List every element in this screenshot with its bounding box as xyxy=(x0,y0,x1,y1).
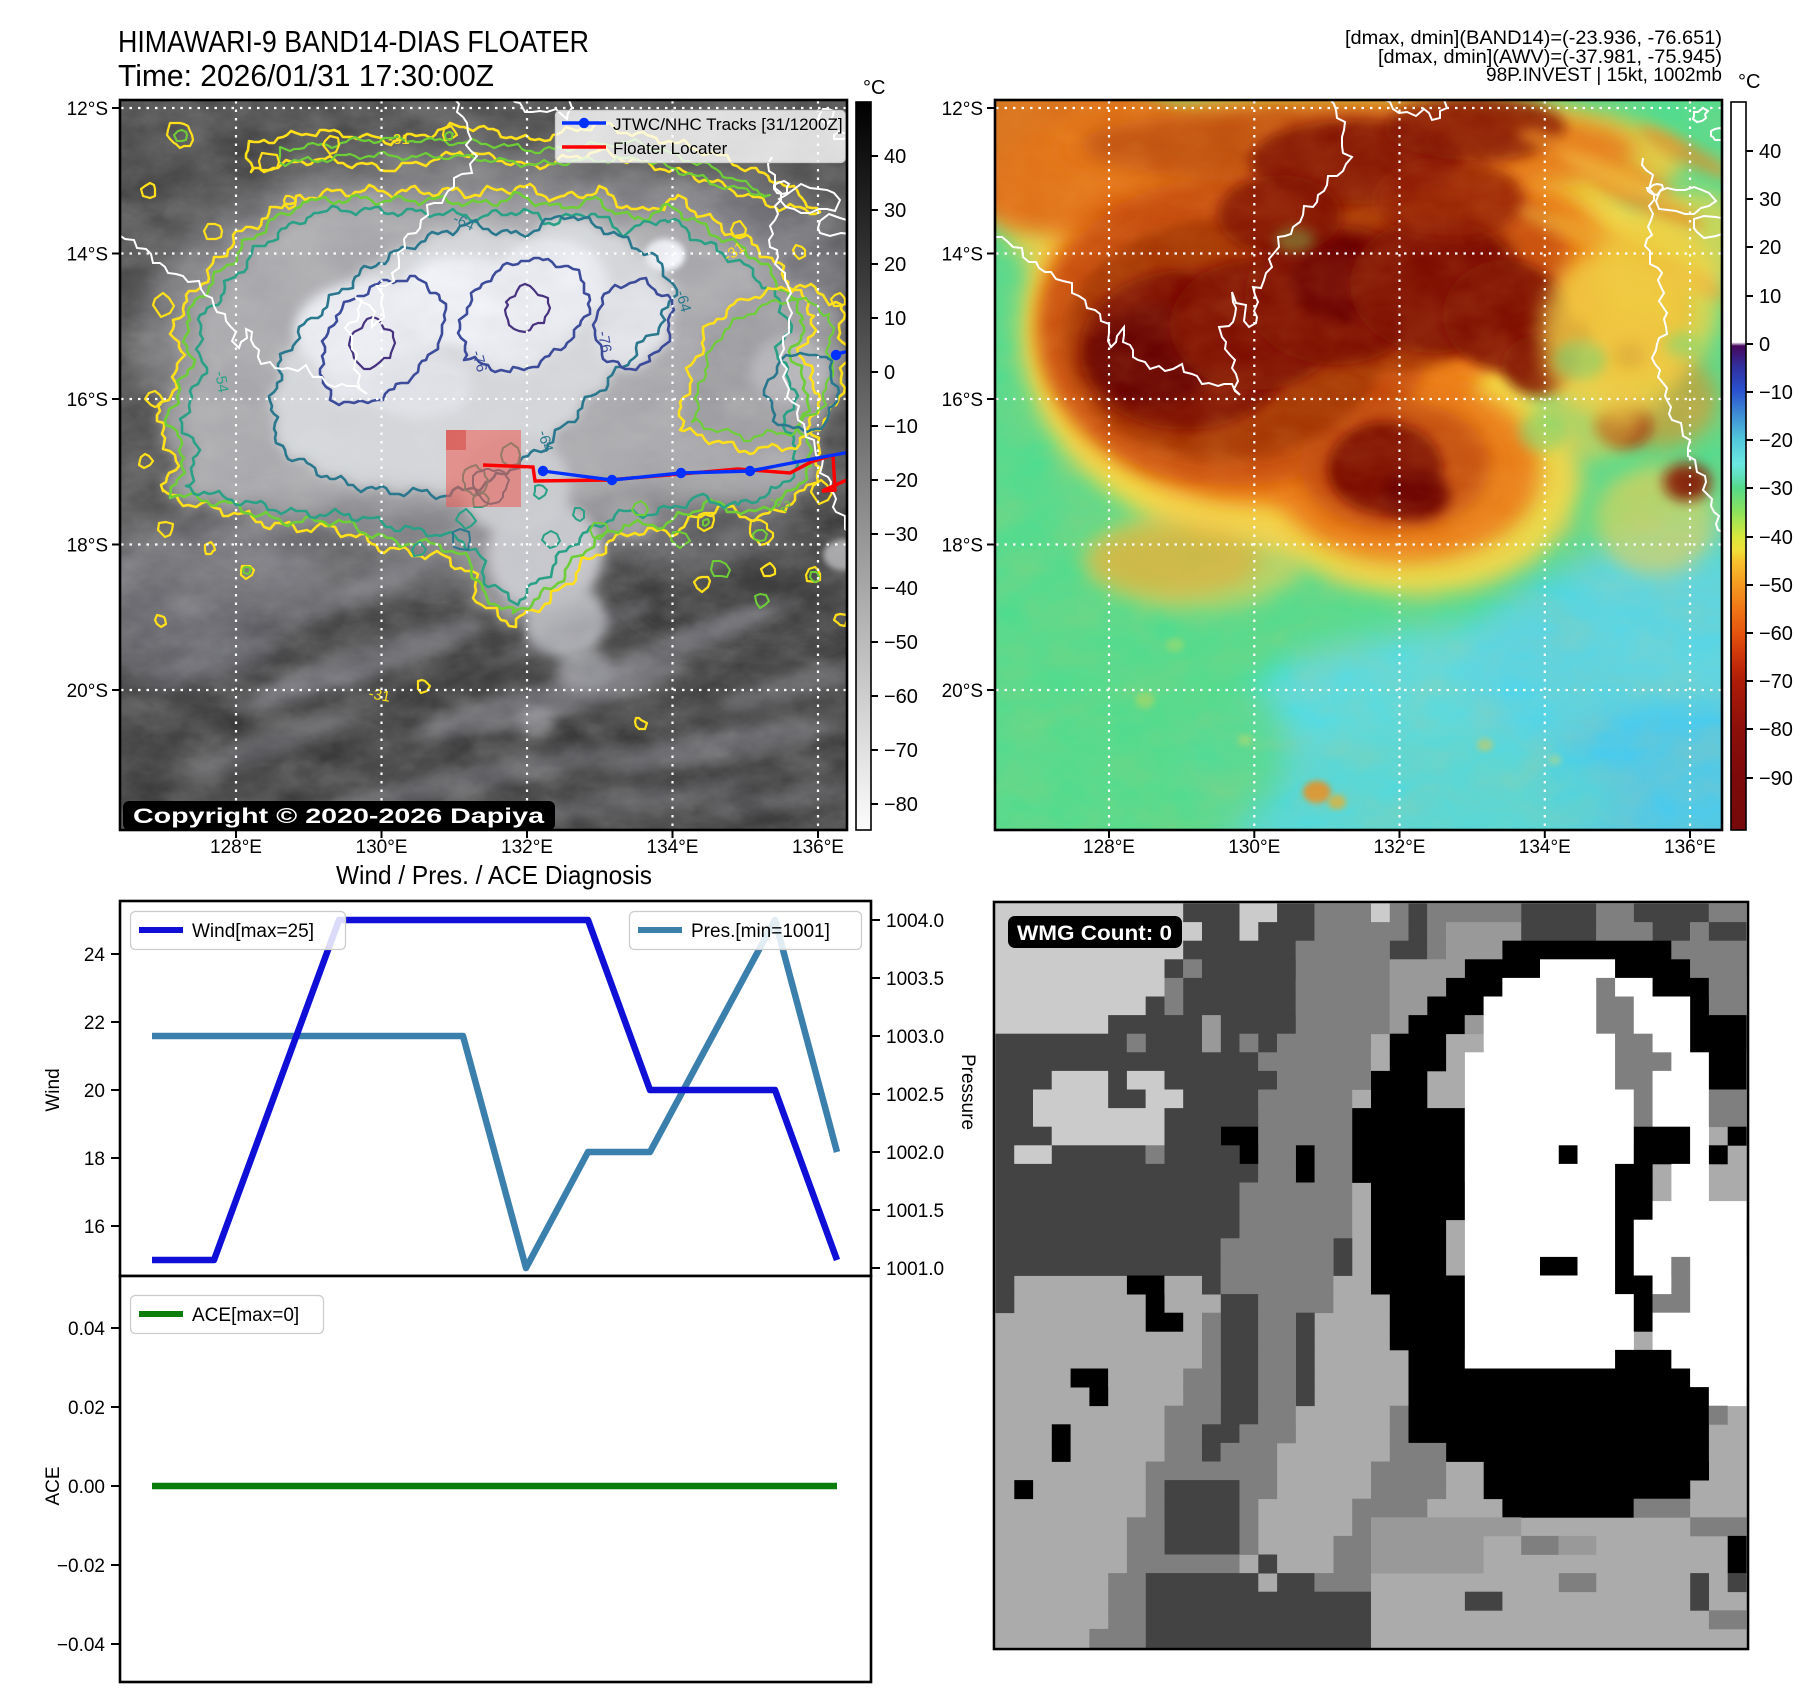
svg-text:−50: −50 xyxy=(884,632,918,654)
svg-text:40: 40 xyxy=(1759,141,1781,163)
svg-text:−20: −20 xyxy=(884,470,918,492)
svg-text:14°S: 14°S xyxy=(942,245,983,266)
svg-text:20: 20 xyxy=(84,1081,105,1102)
svg-text:ACE: ACE xyxy=(43,1466,64,1505)
svg-text:−10: −10 xyxy=(1759,382,1793,404)
svg-text:22: 22 xyxy=(84,1013,105,1034)
svg-text:−60: −60 xyxy=(884,686,918,708)
svg-text:18: 18 xyxy=(84,1149,105,1170)
svg-text:1003.5: 1003.5 xyxy=(886,969,944,990)
svg-text:24: 24 xyxy=(84,945,106,966)
svg-text:Copyright © 2020-2026 Dapiya: Copyright © 2020-2026 Dapiya xyxy=(133,804,545,828)
svg-text:30: 30 xyxy=(1759,189,1781,211)
svg-text:-31: -31 xyxy=(388,131,410,148)
svg-text:10: 10 xyxy=(1759,286,1781,308)
svg-text:0.04: 0.04 xyxy=(68,1319,105,1340)
svg-text:12°S: 12°S xyxy=(67,99,108,120)
svg-text:1001.5: 1001.5 xyxy=(886,1201,944,1222)
svg-text:20°S: 20°S xyxy=(942,681,983,702)
svg-text:20: 20 xyxy=(884,254,906,276)
svg-text:WMG Count: 0: WMG Count: 0 xyxy=(1017,922,1172,945)
svg-text:−70: −70 xyxy=(884,740,918,762)
svg-text:−40: −40 xyxy=(884,578,918,600)
svg-text:JTWC/NHC Tracks [31/1200Z]: JTWC/NHC Tracks [31/1200Z] xyxy=(613,115,843,134)
svg-text:Wind / Pres. / ACE Diagnosis: Wind / Pres. / ACE Diagnosis xyxy=(336,860,652,890)
svg-text:30: 30 xyxy=(884,200,906,222)
svg-text:1004.0: 1004.0 xyxy=(886,911,944,932)
svg-text:130°E: 130°E xyxy=(356,837,408,858)
svg-text:Floater Locater: Floater Locater xyxy=(613,139,728,158)
svg-text:20°S: 20°S xyxy=(67,681,108,702)
svg-text:1002.0: 1002.0 xyxy=(886,1143,944,1164)
svg-text:128°E: 128°E xyxy=(210,837,262,858)
svg-text:−0.04: −0.04 xyxy=(57,1635,106,1656)
svg-text:Wind[max=25]: Wind[max=25] xyxy=(192,921,314,942)
svg-text:-76: -76 xyxy=(594,330,615,354)
svg-text:-64: -64 xyxy=(672,289,694,314)
svg-text:−30: −30 xyxy=(884,524,918,546)
svg-text:−10: −10 xyxy=(884,416,918,438)
svg-text:20: 20 xyxy=(1759,237,1781,259)
svg-text:12°S: 12°S xyxy=(942,99,983,120)
svg-text:[dmax, dmin](AWV)=(-37.981, -7: [dmax, dmin](AWV)=(-37.981, -75.945) xyxy=(1378,46,1722,68)
svg-text:-76: -76 xyxy=(468,349,490,374)
svg-text:18°S: 18°S xyxy=(942,536,983,557)
svg-text:ACE[max=0]: ACE[max=0] xyxy=(192,1305,299,1326)
svg-text:134°E: 134°E xyxy=(1519,837,1571,858)
svg-text:132°E: 132°E xyxy=(501,837,553,858)
svg-text:Time: 2026/01/31 17:30:00Z: Time: 2026/01/31 17:30:00Z xyxy=(118,58,494,93)
svg-text:1002.5: 1002.5 xyxy=(886,1085,944,1106)
svg-text:−90: −90 xyxy=(1759,768,1793,790)
svg-text:16°S: 16°S xyxy=(942,390,983,411)
svg-text:−30: −30 xyxy=(1759,478,1793,500)
svg-text:136°E: 136°E xyxy=(792,837,844,858)
svg-text:−50: −50 xyxy=(1759,575,1793,597)
svg-text:−80: −80 xyxy=(884,794,918,816)
svg-text:°C: °C xyxy=(863,77,885,99)
svg-text:1003.0: 1003.0 xyxy=(886,1027,944,1048)
svg-text:−60: −60 xyxy=(1759,623,1793,645)
svg-text:14°S: 14°S xyxy=(67,245,108,266)
svg-text:−40: −40 xyxy=(1759,527,1793,549)
svg-text:0.00: 0.00 xyxy=(68,1477,105,1498)
svg-text:98P.INVEST | 15kt, 1002mb: 98P.INVEST | 15kt, 1002mb xyxy=(1486,64,1722,86)
svg-text:[dmax, dmin](BAND14)=(-23.936,: [dmax, dmin](BAND14)=(-23.936, -76.651) xyxy=(1345,27,1722,49)
svg-text:16°S: 16°S xyxy=(67,390,108,411)
svg-text:HIMAWARI-9 BAND14-DIAS FLOATER: HIMAWARI-9 BAND14-DIAS FLOATER xyxy=(118,24,589,59)
svg-text:Pres.[min=1001]: Pres.[min=1001] xyxy=(691,921,830,942)
svg-text:128°E: 128°E xyxy=(1083,837,1135,858)
svg-text:Wind: Wind xyxy=(43,1068,64,1111)
svg-text:0: 0 xyxy=(1759,334,1770,356)
svg-text:-64: -64 xyxy=(534,429,556,454)
svg-text:0.02: 0.02 xyxy=(68,1398,105,1419)
svg-text:−0.02: −0.02 xyxy=(57,1556,105,1577)
svg-text:10: 10 xyxy=(884,308,906,330)
svg-text:18°S: 18°S xyxy=(67,536,108,557)
svg-text:130°E: 130°E xyxy=(1228,837,1280,858)
svg-text:1001.0: 1001.0 xyxy=(886,1259,944,1280)
svg-text:-54: -54 xyxy=(211,370,232,394)
svg-text:−80: −80 xyxy=(1759,719,1793,741)
svg-text:40: 40 xyxy=(884,146,906,168)
svg-text:136°E: 136°E xyxy=(1664,837,1716,858)
svg-text:134°E: 134°E xyxy=(647,837,699,858)
svg-text:−20: −20 xyxy=(1759,430,1793,452)
svg-text:16: 16 xyxy=(84,1217,105,1238)
svg-text:°C: °C xyxy=(1738,71,1760,93)
svg-text:−70: −70 xyxy=(1759,671,1793,693)
svg-text:0: 0 xyxy=(884,362,895,384)
svg-text:132°E: 132°E xyxy=(1374,837,1426,858)
svg-text:Pressure: Pressure xyxy=(957,1054,978,1130)
